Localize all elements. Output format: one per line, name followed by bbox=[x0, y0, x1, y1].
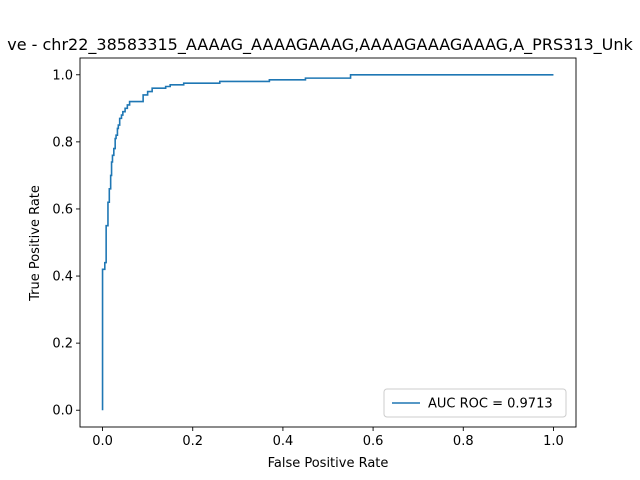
x-tick-label: 0.4 bbox=[273, 434, 294, 449]
series-line-0 bbox=[101, 73, 554, 411]
x-tick-label: 1.0 bbox=[543, 434, 564, 449]
x-tick-label: 0.2 bbox=[182, 434, 203, 449]
axis-ticks: 0.0 0.2 0.4 0.6 0.8 1.0 0.0 0.2 0.4 0.6 0.8 1.0 bbox=[52, 68, 563, 449]
y-tick-label: 0.2 bbox=[52, 337, 73, 352]
x-tick-label: 0.8 bbox=[453, 434, 474, 449]
legend-box bbox=[383, 388, 567, 418]
x-tick-label: 0.0 bbox=[92, 434, 113, 449]
plot-area bbox=[79, 57, 577, 428]
chart-title: ve - chr22_38583315_AAAAG_AAAAGAAAG,AAAA… bbox=[7, 35, 633, 55]
legend: AUC ROC = 0.9713 bbox=[383, 388, 567, 418]
x-axis-label: False Positive Rate bbox=[268, 456, 389, 471]
y-axis-label: True Positive Rate bbox=[28, 185, 43, 302]
y-tick-label: 0.0 bbox=[52, 404, 73, 419]
y-tick-label: 0.8 bbox=[52, 135, 73, 150]
axes-frame bbox=[79, 57, 577, 428]
y-tick-label: 0.4 bbox=[52, 270, 73, 285]
y-tick-label: 0.6 bbox=[52, 202, 73, 217]
y-tick-label: 1.0 bbox=[52, 68, 73, 83]
legend-entry-label: AUC ROC = 0.9713 bbox=[428, 397, 553, 412]
x-tick-label: 0.6 bbox=[363, 434, 384, 449]
